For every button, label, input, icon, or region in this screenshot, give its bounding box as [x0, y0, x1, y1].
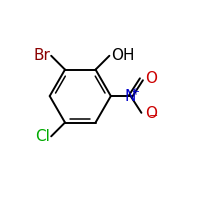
Text: Cl: Cl [35, 129, 50, 144]
Text: N: N [125, 89, 136, 104]
Text: −: − [149, 111, 159, 121]
Text: O: O [145, 71, 157, 86]
Text: +: + [131, 87, 139, 97]
Text: OH: OH [111, 48, 134, 63]
Text: O: O [145, 106, 157, 121]
Text: Br: Br [33, 48, 50, 63]
